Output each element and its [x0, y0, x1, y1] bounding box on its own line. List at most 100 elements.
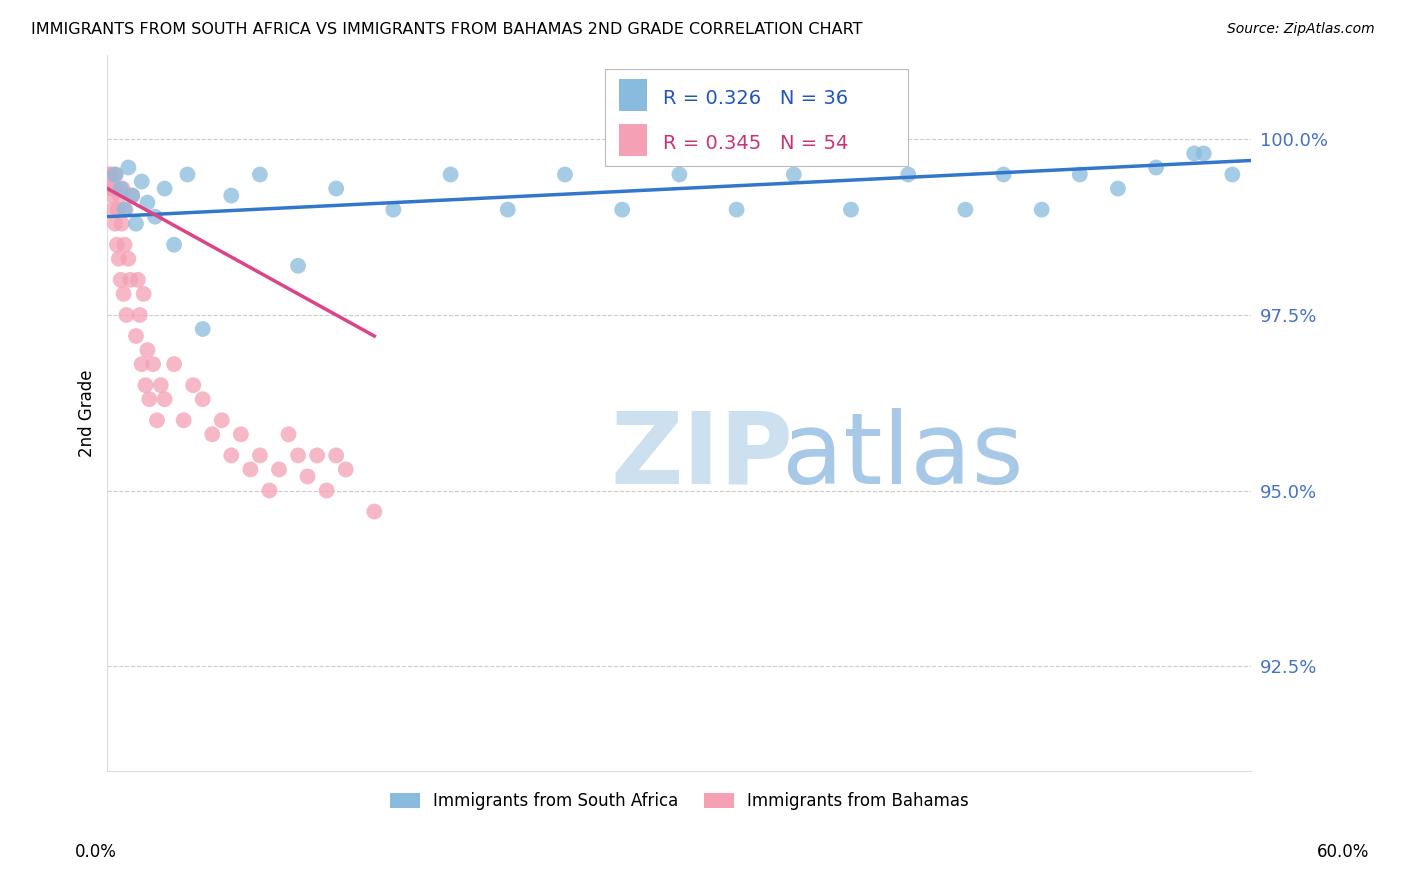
Text: R = 0.345   N = 54: R = 0.345 N = 54 — [664, 134, 849, 153]
Point — [143, 210, 166, 224]
Point — [136, 343, 159, 357]
Point — [114, 237, 136, 252]
Point — [267, 462, 290, 476]
Text: atlas: atlas — [782, 408, 1024, 505]
Point — [146, 413, 169, 427]
Point — [131, 357, 153, 371]
Point — [612, 202, 634, 217]
Point — [112, 286, 135, 301]
Point — [287, 449, 309, 463]
Point — [1182, 146, 1205, 161]
FancyBboxPatch shape — [605, 70, 908, 166]
Point — [101, 202, 124, 217]
Point — [111, 181, 134, 195]
Point — [839, 202, 862, 217]
Point — [287, 259, 309, 273]
Point — [117, 252, 139, 266]
Point — [496, 202, 519, 217]
Text: Source: ZipAtlas.com: Source: ZipAtlas.com — [1227, 22, 1375, 37]
Text: 60.0%: 60.0% — [1316, 843, 1369, 861]
Point — [1031, 202, 1053, 217]
Point — [221, 449, 243, 463]
Point — [783, 168, 806, 182]
Bar — [619, 78, 647, 111]
Point — [277, 427, 299, 442]
Legend: Immigrants from South Africa, Immigrants from Bahamas: Immigrants from South Africa, Immigrants… — [384, 786, 976, 817]
Text: 0.0%: 0.0% — [75, 843, 117, 861]
Point — [127, 273, 149, 287]
Point — [114, 202, 136, 217]
Point — [132, 286, 155, 301]
Point — [201, 427, 224, 442]
Point — [110, 181, 132, 195]
Point — [1144, 161, 1167, 175]
Point — [221, 188, 243, 202]
Point — [163, 357, 186, 371]
Point — [668, 168, 690, 182]
Point — [191, 322, 214, 336]
Point — [439, 168, 461, 182]
Point — [120, 273, 142, 287]
Point — [1069, 168, 1091, 182]
Point — [955, 202, 977, 217]
Point — [125, 217, 148, 231]
Point — [297, 469, 319, 483]
Point — [104, 217, 127, 231]
Point — [114, 202, 136, 217]
Point — [98, 168, 121, 182]
Point — [111, 217, 134, 231]
Point — [173, 413, 195, 427]
Point — [115, 308, 138, 322]
Point — [229, 427, 252, 442]
Point — [163, 237, 186, 252]
Point — [117, 161, 139, 175]
Point — [181, 378, 204, 392]
Point — [315, 483, 337, 498]
Text: IMMIGRANTS FROM SOUTH AFRICA VS IMMIGRANTS FROM BAHAMAS 2ND GRADE CORRELATION CH: IMMIGRANTS FROM SOUTH AFRICA VS IMMIGRAN… — [31, 22, 862, 37]
Text: ZIP: ZIP — [610, 408, 793, 505]
Bar — [619, 124, 647, 156]
Point — [134, 378, 156, 392]
Point — [136, 195, 159, 210]
Point — [382, 202, 405, 217]
Point — [554, 168, 576, 182]
Point — [993, 168, 1015, 182]
Point — [142, 357, 165, 371]
Point — [121, 188, 143, 202]
Point — [105, 237, 128, 252]
Point — [153, 392, 176, 407]
Point — [249, 449, 271, 463]
Point — [125, 329, 148, 343]
Point — [239, 462, 262, 476]
Point — [107, 202, 129, 217]
Point — [108, 252, 131, 266]
Point — [100, 168, 122, 182]
Point — [108, 188, 131, 202]
Point — [131, 175, 153, 189]
Point — [211, 413, 233, 427]
Point — [149, 378, 172, 392]
Point — [325, 181, 347, 195]
Point — [307, 449, 329, 463]
Point — [725, 202, 748, 217]
Point — [335, 462, 357, 476]
Point — [104, 168, 127, 182]
Point — [1220, 168, 1243, 182]
Y-axis label: 2nd Grade: 2nd Grade — [79, 369, 96, 457]
Point — [104, 168, 127, 182]
Point — [138, 392, 160, 407]
Point — [259, 483, 281, 498]
Point — [153, 181, 176, 195]
Point — [325, 449, 347, 463]
Point — [110, 273, 132, 287]
Point — [121, 188, 143, 202]
Point — [103, 181, 125, 195]
Point — [101, 188, 124, 202]
Point — [98, 181, 121, 195]
Point — [1107, 181, 1129, 195]
Point — [128, 308, 150, 322]
Point — [176, 168, 198, 182]
Text: R = 0.326   N = 36: R = 0.326 N = 36 — [664, 89, 848, 109]
Point — [249, 168, 271, 182]
Point — [1192, 146, 1215, 161]
